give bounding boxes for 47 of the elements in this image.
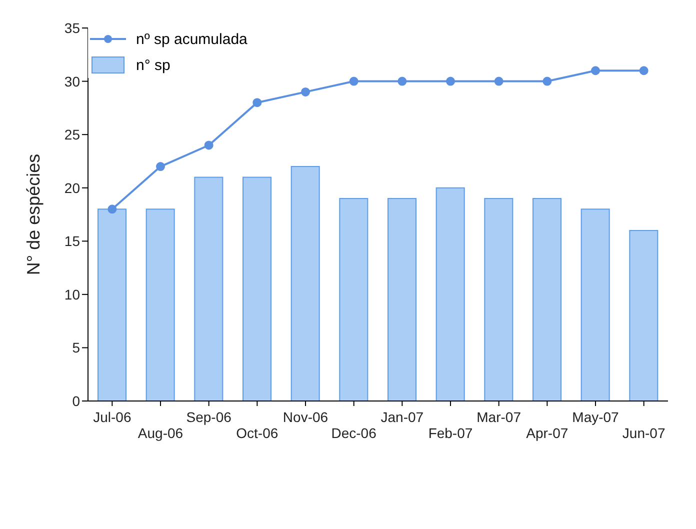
point (591, 66, 600, 76)
x-tick-label: Jan-07 (380, 409, 424, 425)
bar (532, 198, 562, 401)
point (446, 76, 455, 86)
y-tick-label: 20 (64, 180, 80, 196)
bar (436, 187, 465, 401)
point (494, 76, 504, 86)
legend-label: n° sp (136, 56, 170, 74)
point (301, 87, 310, 96)
bar (290, 166, 320, 401)
x-tick-label: Jul-06 (93, 409, 132, 425)
bar (580, 208, 610, 401)
y-tick-label: 10 (64, 286, 80, 302)
bar (146, 208, 175, 401)
x-tick-label: Jun-07 (622, 425, 666, 441)
bar (98, 208, 126, 401)
y-axis-title: N° de espécies (23, 154, 44, 276)
bar (242, 176, 272, 401)
point (349, 76, 358, 86)
bar (194, 176, 224, 401)
point (252, 98, 262, 108)
x-tick-label: May-07 (572, 409, 620, 425)
x-tick-label: Dec-06 (331, 425, 377, 441)
bar (339, 198, 368, 401)
point (398, 76, 407, 86)
x-tick-label: Oct-06 (236, 425, 278, 441)
y-tick-label: 15 (64, 233, 80, 250)
bar (629, 230, 658, 401)
point (639, 66, 648, 76)
x-tick-label: Nov-06 (282, 409, 328, 425)
point (156, 162, 165, 172)
bar (484, 198, 514, 401)
y-tick-label: 35 (64, 20, 80, 36)
point (204, 140, 214, 150)
point (108, 204, 117, 214)
point (542, 76, 552, 86)
x-tick-label: Apr-07 (526, 425, 568, 441)
x-tick-label: Feb-07 (428, 425, 473, 441)
bar (388, 198, 416, 401)
legend-label: nº sp acumulada (136, 30, 248, 48)
x-tick-label: Aug-06 (138, 425, 184, 441)
y-tick-label: 25 (64, 126, 80, 143)
y-tick-label: 0 (72, 392, 80, 409)
y-tick-label: 5 (72, 340, 80, 356)
y-tick-label: 30 (64, 73, 80, 90)
x-tick-label: Mar-07 (476, 409, 522, 425)
x-tick-label: Sep-06 (186, 409, 232, 425)
